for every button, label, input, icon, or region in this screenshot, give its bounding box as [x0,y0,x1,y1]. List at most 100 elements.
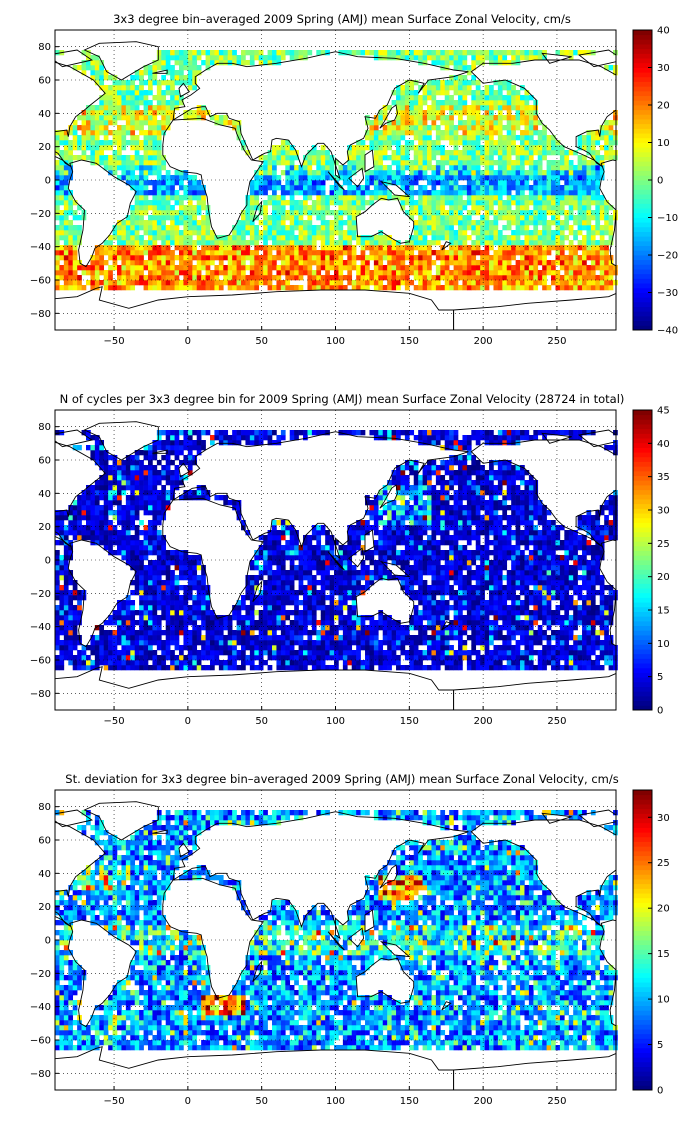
bin-cell [533,145,539,151]
bin-cell [506,190,512,196]
bin-cell [99,95,105,101]
bin-cell [236,125,242,131]
bin-cell [338,195,344,201]
bin-cell [360,265,366,271]
bin-cell [338,230,344,236]
bin-cell [462,90,468,96]
bin-cell [351,280,357,286]
bin-cell [280,270,286,276]
bin-cell [156,140,162,146]
bin-cell [475,265,481,271]
bin-cell [515,280,521,286]
bin-cell [533,235,539,241]
land-outline [327,171,345,191]
bin-cell [276,240,282,246]
bin-cell [418,260,423,266]
bin-cell [236,280,242,286]
bin-cell [272,155,277,161]
bin-cell [307,255,313,261]
bin-cell [214,245,220,251]
bin-cell [542,190,547,196]
bin-cell [77,285,82,291]
bin-cell [595,220,601,226]
bin-cell [170,195,175,201]
bin-cell [471,145,477,151]
bin-cell [130,265,136,271]
bin-cell [249,225,255,231]
bin-cell [130,270,136,276]
bin-cell [471,200,477,206]
bin-cell [475,135,481,141]
bin-cell [365,115,370,121]
bin-cell [342,640,348,646]
bin-cell [342,275,348,281]
bin-cell [316,250,322,256]
bin-cell [267,655,273,661]
bin-cell [435,60,441,66]
bin-cell [311,190,317,196]
bin-cell [152,240,158,246]
bin-cell [378,645,384,651]
bin-cell [564,635,570,641]
bin-cell [325,285,330,291]
bin-cell [329,155,335,161]
bin-cell [564,640,570,646]
bin-cell [192,60,198,66]
bin-cell [81,665,87,671]
bin-cell [303,270,308,276]
bin-cell [249,220,255,226]
bin-cell [533,265,539,271]
bin-cell [555,195,561,201]
bin-cell [484,240,490,246]
bin-cell [165,210,171,216]
bin-cell [156,230,162,236]
bin-cell [183,270,189,276]
bin-cell [245,195,251,201]
bin-cell [121,125,127,131]
bin-cell [449,100,454,106]
bin-cell [497,660,503,666]
bin-cell [400,630,406,636]
bin-cell [466,85,472,91]
bin-cell [542,210,547,216]
bin-cell [471,95,477,101]
bin-cell [418,110,423,116]
bin-cell [378,230,384,236]
colorbar-step [633,119,652,125]
bin-cell [590,260,596,266]
bin-cell [130,665,136,671]
bin-cell [170,230,175,236]
bin-cell [294,170,299,176]
bin-cell [112,235,118,241]
bin-cell [449,125,454,131]
bin-cell [409,160,415,166]
bin-cell [121,250,127,256]
bin-cell [303,160,308,166]
bin-cell [409,110,415,116]
bin-cell [81,140,87,146]
bin-cell [427,665,432,671]
bin-cell [210,235,215,241]
bin-cell [174,280,180,286]
bin-cell [63,250,69,256]
bin-cell [258,665,264,671]
bin-cell [117,255,122,261]
bin-cell [449,140,454,146]
bin-cell [351,225,357,231]
bin-cell [130,80,136,86]
bin-cell [214,645,220,651]
bin-cell [471,660,477,666]
bin-cell [320,215,326,221]
bin-cell [156,640,162,646]
colorbar-step [633,76,652,82]
bin-cell [356,205,361,211]
bin-cell [577,650,583,656]
bin-cell [378,240,384,246]
bin-cell [590,265,596,271]
bin-cell [409,255,415,261]
bin-cell [170,665,175,671]
bin-cell [72,245,78,251]
bin-cell [564,190,570,196]
bin-cell [564,245,570,251]
bin-cell [356,630,361,636]
